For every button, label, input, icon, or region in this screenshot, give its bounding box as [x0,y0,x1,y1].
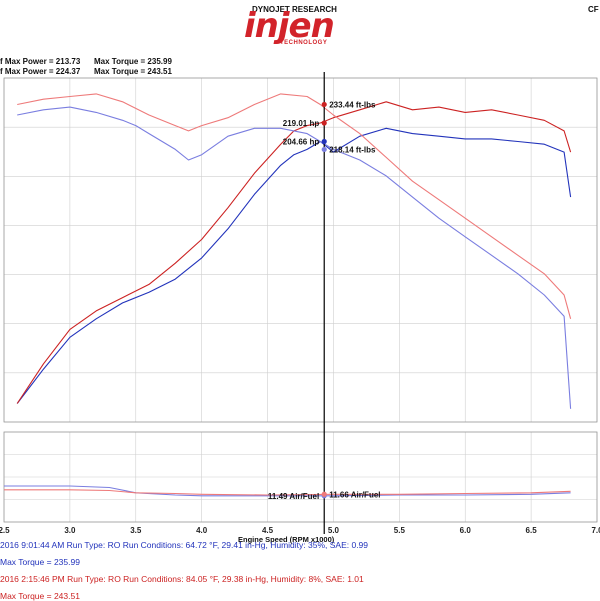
footer-run2-torque: Max Torque = 243.51 [0,591,80,601]
x-axis-label: Engine Speed (RPM x1000) [238,535,335,544]
run1-afr-line [4,485,571,497]
x-tick-label: 4.5 [262,526,274,535]
cursor-readout: 11.49 Air/Fuel [268,492,319,501]
cursor-readout: 219.01 hp [283,119,320,128]
run1-power-line [16,127,572,404]
main-plot-grid [3,77,598,423]
x-tick-label: 5.5 [394,526,406,535]
run2-afr-line [4,489,571,496]
summary-row1-power: f Max Power = 213.73 [0,57,81,66]
x-axis-ticks: 2.5 3.0 3.5 4.0 4.5 5.0 5.5 6.0 6.5 7.0 [0,526,600,535]
summary-row2-power: f Max Power = 224.37 [0,67,81,76]
x-tick-label: 6.5 [526,526,538,535]
cursor-marker [321,146,327,153]
x-tick-label: 3.0 [64,526,76,535]
x-tick-label: 4.0 [196,526,208,535]
injen-logo: injen TECHNOLOGY [238,6,348,50]
cursor-readout: 11.66 Air/Fuel [329,490,380,499]
main-plot-lines [16,72,572,534]
cursor-marker [321,491,327,497]
summary-row2-torque: Max Torque = 243.51 [94,67,172,76]
footer-run1-torque: Max Torque = 235.99 [0,557,80,567]
cursor-readout: 204.66 hp [283,138,320,147]
run2-torque-line [17,93,572,319]
logo-subtext: TECHNOLOGY [280,40,328,46]
cursor-annotations: 219.01 hp 233.44 ft-lbs 204.66 hp 218.14 ft… [268,100,381,500]
cursor-marker [321,138,327,145]
x-tick-label: 3.5 [130,526,142,535]
cursor-marker [321,120,327,126]
run1-torque-line [17,106,572,409]
cursor-marker [321,101,327,108]
footer-run2-conditions: 2016 2:15:46 PM Run Type: RO Run Conditi… [0,574,364,584]
main-plot-frame [3,77,598,423]
x-tick-label: 2.5 [0,526,10,535]
x-tick-label: 6.0 [460,526,472,535]
afr-plot-grid [3,431,598,523]
run2-power-line [16,101,572,404]
afr-plot-frame [3,431,598,523]
logo-text: injen [244,6,335,46]
cursor-readout: 218.14 ft-lbs [329,145,376,154]
corner-label: CF [588,5,599,14]
x-tick-label: 7.0 [591,526,600,535]
afr-plot-lines [4,485,571,497]
cursor-readout: 233.44 ft-lbs [329,100,376,109]
summary-row1-torque: Max Torque = 235.99 [94,57,172,66]
footer-run1-conditions: 2016 9:01:44 AM Run Type: RO Run Conditi… [0,540,369,550]
brand-top: DYNOJET RESEARCH [252,5,337,14]
x-tick-label: 5.0 [328,526,340,535]
